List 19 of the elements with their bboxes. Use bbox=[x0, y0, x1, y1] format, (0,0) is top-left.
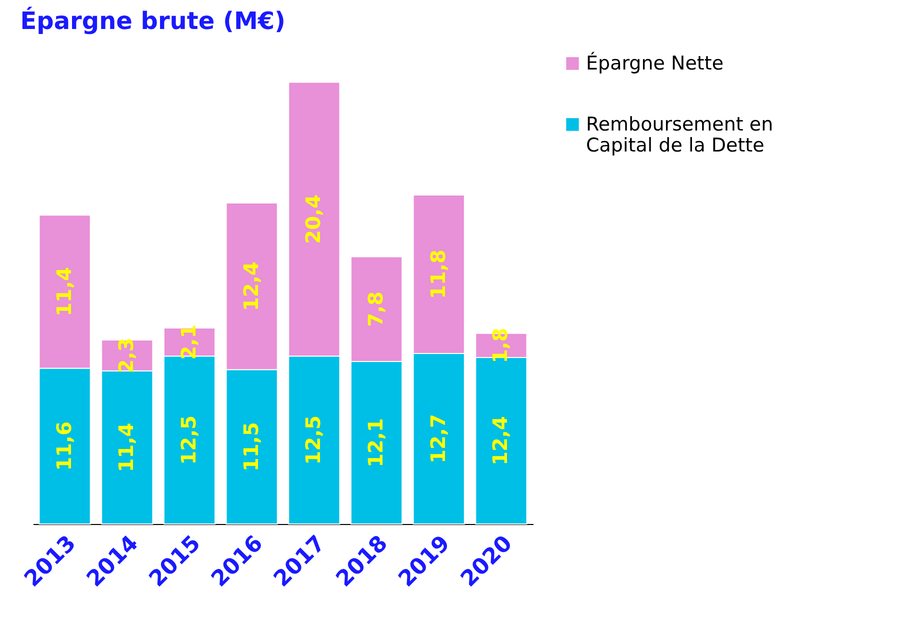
legend-label: Remboursement en Capital de la Dette bbox=[586, 114, 774, 156]
data-label: 2,1 bbox=[176, 324, 200, 360]
data-label: 12,5 bbox=[176, 415, 200, 465]
data-label: 11,5 bbox=[238, 422, 263, 472]
chart-title: Épargne brute (M€) bbox=[20, 6, 286, 35]
data-label: 2,3 bbox=[114, 338, 138, 374]
data-label: 11,8 bbox=[426, 250, 450, 299]
data-label: 12,1 bbox=[364, 418, 388, 468]
data-label: 12,4 bbox=[238, 262, 263, 311]
data-label: 1,8 bbox=[488, 328, 512, 364]
data-label: 11,6 bbox=[52, 421, 76, 471]
data-label: 12,4 bbox=[488, 416, 512, 466]
data-label: 7,8 bbox=[364, 291, 388, 327]
data-label: 20,4 bbox=[301, 194, 326, 244]
data-label: 11,4 bbox=[52, 267, 76, 316]
data-label: 12,5 bbox=[301, 415, 326, 465]
data-label: 11,4 bbox=[114, 422, 138, 472]
legend-label: Épargne Nette bbox=[586, 52, 724, 74]
data-label: 12,7 bbox=[426, 414, 450, 464]
